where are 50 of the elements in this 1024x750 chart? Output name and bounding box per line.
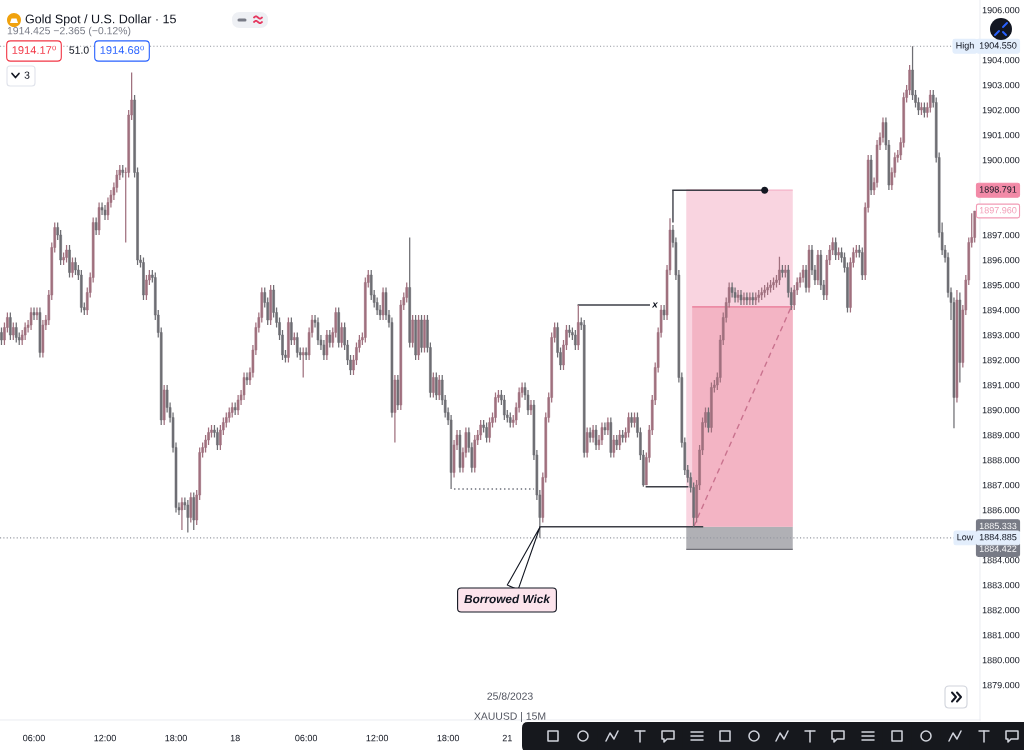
text: 1914.425 −2.365 (−0.12%) <box>7 26 131 37</box>
annotation: 25/8/2023 <box>487 692 533 700</box>
x-tick-label: 06:00 <box>23 734 45 742</box>
annotation: Borrowed Wick <box>464 594 551 604</box>
text: Gold Spot / U.S. Dollar · 15 <box>25 14 176 26</box>
x-tick-label: 18:00 <box>437 734 460 742</box>
annotation: 1914.17⁰ <box>12 45 56 54</box>
annotation: 3 <box>24 71 30 79</box>
y-tick-label: 1902.000 <box>982 106 1020 114</box>
x-tick-label: 06:00 <box>295 734 318 742</box>
y-tick-label: 1897.000 <box>982 231 1020 239</box>
x-tick-label: 12:00 <box>366 734 389 742</box>
y-tick-label: 1893.000 <box>982 331 1020 339</box>
y-tick-label: 1906.000 <box>982 6 1020 14</box>
annotation: 1897.960 <box>979 207 1017 214</box>
x-tick-label: 18:00 <box>165 734 187 742</box>
ref-line-label: High <box>956 42 974 51</box>
annotation: 1884.422 <box>979 545 1017 552</box>
annotation: 1884.885 <box>979 533 1017 541</box>
annotation: 1914.68⁰ <box>100 45 144 54</box>
y-tick-label: 1883.000 <box>982 581 1020 589</box>
y-tick-label: 1891.000 <box>982 381 1020 389</box>
annotation: 51.0 <box>69 46 89 54</box>
annotation: 1904.550 <box>979 42 1017 49</box>
ref-line-label: Low <box>957 534 974 541</box>
y-tick-label: 1892.000 <box>982 356 1020 364</box>
x-tick-label: 21 <box>502 734 512 742</box>
y-tick-label: 1904.000 <box>982 56 1020 64</box>
y-tick-label: 1901.000 <box>982 131 1020 139</box>
y-tick-label: 1882.000 <box>982 606 1020 614</box>
y-tick-label: 1884.000 <box>982 556 1020 564</box>
x-tick-label: 12:00 <box>94 734 116 742</box>
y-tick-label: 1881.000 <box>982 631 1020 639</box>
annotation: x <box>651 302 659 308</box>
y-tick-label: 1896.000 <box>982 256 1020 264</box>
y-tick-label: 1894.000 <box>982 306 1020 314</box>
y-tick-label: 1900.000 <box>982 156 1020 164</box>
annotation: XAUUSD | 15M <box>474 712 546 722</box>
y-tick-label: 1880.000 <box>982 656 1020 664</box>
y-tick-label: 1889.000 <box>982 431 1020 439</box>
y-tick-label: 1890.000 <box>982 406 1020 414</box>
y-tick-label: 1888.000 <box>982 456 1020 464</box>
y-tick-label: 1895.000 <box>982 281 1020 289</box>
annotation: 1885.333 <box>979 522 1017 530</box>
y-tick-label: 1903.000 <box>982 81 1020 89</box>
y-tick-label: 1887.000 <box>982 481 1020 489</box>
y-tick-label: 1886.000 <box>982 506 1020 514</box>
y-tick-label: 1879.000 <box>982 681 1020 689</box>
annotation: 1898.791 <box>979 186 1017 193</box>
x-tick-label: 18 <box>230 734 240 742</box>
